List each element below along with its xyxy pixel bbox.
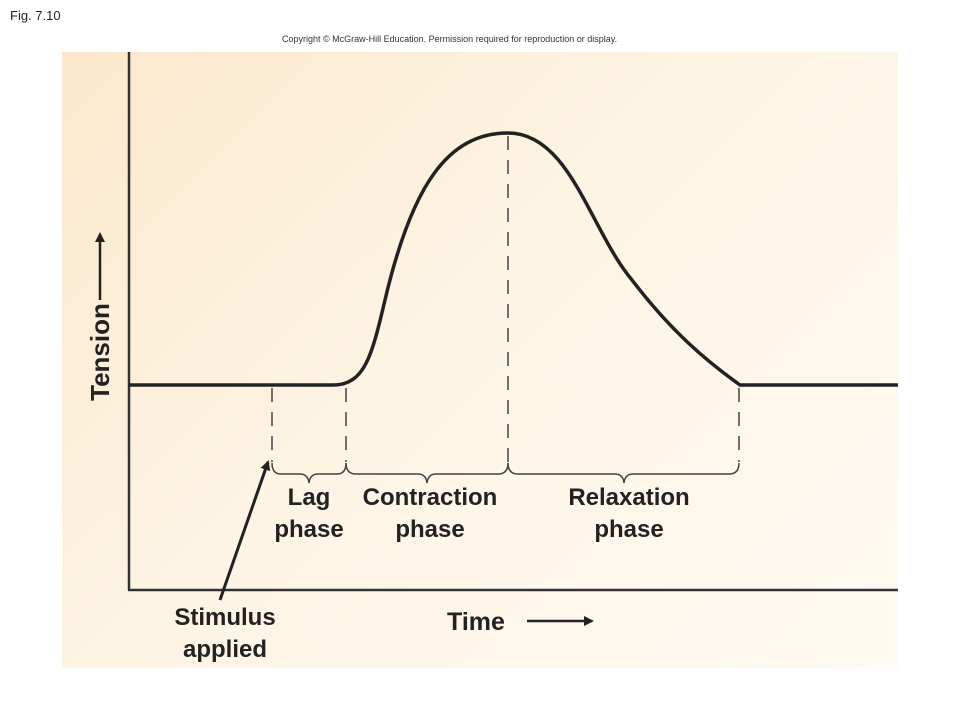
- relaxation-phase-brace: [507, 462, 740, 484]
- contraction-phase-brace: [345, 462, 509, 484]
- time-label: Time: [447, 608, 505, 636]
- figure-label: Fig. 7.10: [10, 8, 61, 23]
- stimulus-label-line1: Stimulus: [174, 604, 275, 631]
- tension-curve: [129, 131, 898, 387]
- diagram-panel: [62, 52, 898, 668]
- relaxation-phase-label-line1: Relaxation: [568, 484, 689, 511]
- lag-phase-brace: [271, 462, 347, 484]
- stimulus-label-line2: applied: [183, 636, 267, 663]
- copyright-notice: Copyright © McGraw-Hill Education. Permi…: [282, 34, 618, 44]
- contraction-phase-label-line2: phase: [395, 516, 464, 543]
- lag-phase-label-line1: Lag: [288, 484, 331, 511]
- tension-label: Tension: [85, 303, 115, 401]
- relaxation-phase-label-line2: phase: [594, 516, 663, 543]
- stimulus-arrow: [218, 460, 271, 601]
- lag-phase-label-line2: phase: [274, 516, 343, 543]
- contraction-phase-label-line1: Contraction: [363, 484, 498, 511]
